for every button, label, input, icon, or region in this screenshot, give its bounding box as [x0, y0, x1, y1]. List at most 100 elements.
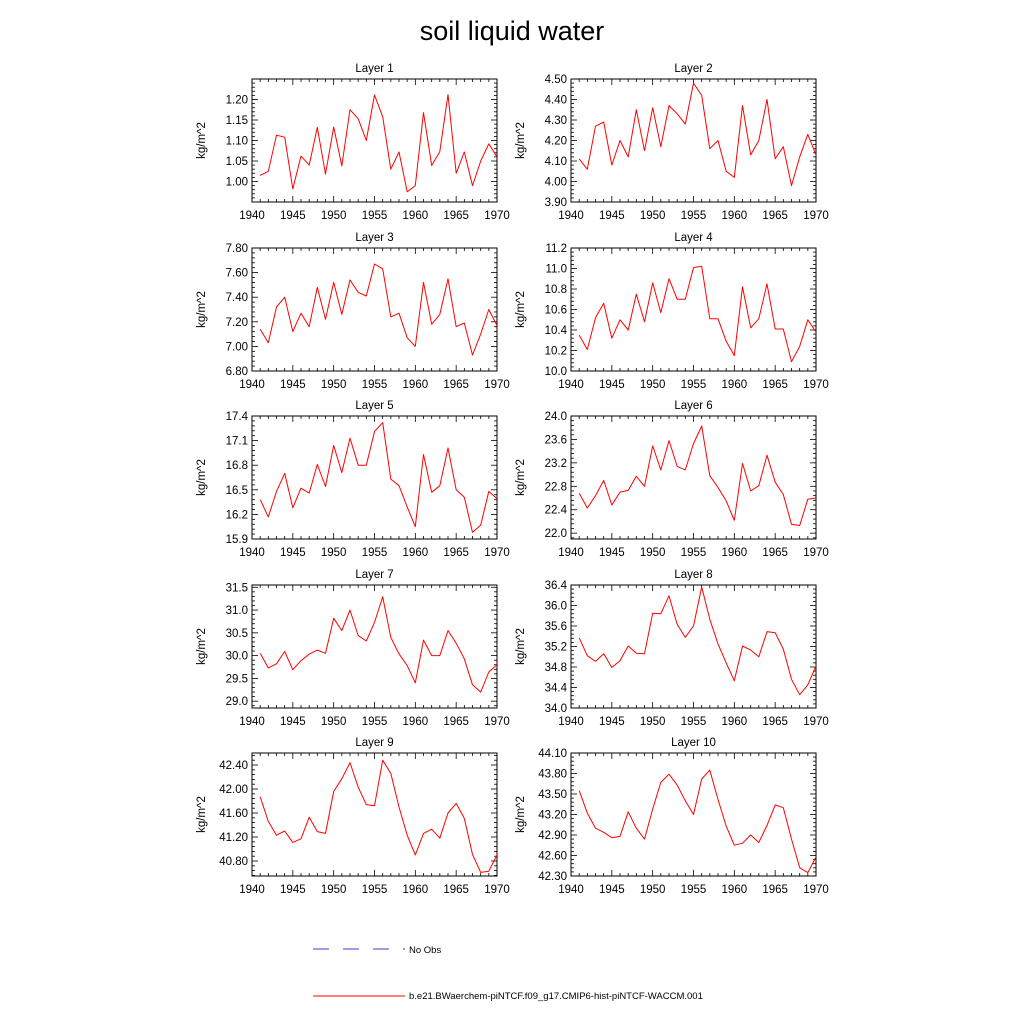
x-tick-label: 1945 — [599, 547, 625, 559]
panel-title: Layer 1 — [355, 63, 393, 75]
x-tick-label: 1970 — [803, 884, 829, 896]
panel-layer-1: Layer 1 kg/m^2 1940 1945 1950 1955 1960 1965 197… — [196, 63, 510, 222]
y-tick-label: 29.5 — [226, 673, 248, 685]
panel-title: Layer 2 — [674, 63, 712, 75]
panel-layer-8: Layer 8 kg/m^2 1940 1945 1950 1955 1960 1965 197… — [515, 569, 829, 728]
y-axis-label: kg/m^2 — [196, 459, 208, 496]
panel-title: Layer 3 — [355, 232, 393, 244]
x-tick-label: 1955 — [362, 884, 388, 896]
y-tick-label: 15.9 — [226, 534, 248, 546]
y-tick-label: 1.15 — [226, 115, 248, 127]
panel-layer-6: Layer 6 kg/m^2 1940 1945 1950 1955 1960 1965 197… — [515, 400, 829, 559]
y-tick-label: 7.00 — [226, 341, 248, 353]
figure-title: soil liquid water — [420, 16, 605, 46]
x-tick-label: 1945 — [280, 716, 306, 728]
panel-layer-5: Layer 5 kg/m^2 1940 1945 1950 1955 1960 1965 197… — [196, 400, 510, 559]
x-tick-label: 1955 — [681, 210, 707, 222]
x-tick-label: 1940 — [239, 547, 265, 559]
x-tick-label: 1965 — [762, 716, 788, 728]
panel-title: Layer 10 — [671, 737, 716, 749]
y-tick-label: 42.60 — [538, 851, 567, 863]
y-tick-label: 16.5 — [226, 485, 248, 497]
x-tick-label: 1940 — [239, 210, 265, 222]
y-axis-label: kg/m^2 — [515, 459, 527, 496]
x-tick-label: 1955 — [362, 379, 388, 391]
series-line — [578, 425, 817, 526]
x-tick-label: 1965 — [443, 547, 469, 559]
x-tick-label: 1950 — [321, 379, 347, 391]
y-tick-label: 4.50 — [545, 74, 567, 86]
y-tick-label: 41.20 — [219, 832, 248, 844]
y-tick-label: 17.1 — [226, 436, 248, 448]
y-tick-label: 22.8 — [545, 481, 567, 493]
y-tick-label: 31.0 — [226, 605, 248, 617]
x-tick-label: 1950 — [321, 210, 347, 222]
x-tick-label: 1970 — [484, 884, 510, 896]
series-line — [259, 94, 498, 193]
y-tick-label: 36.0 — [545, 601, 567, 613]
y-tick-label: 44.10 — [538, 748, 567, 760]
x-tick-label: 1965 — [762, 210, 788, 222]
x-tick-label: 1955 — [681, 379, 707, 391]
plot-frame — [570, 584, 817, 709]
panel-layer-4: Layer 4 kg/m^2 1940 1945 1950 1955 1960 1965 197… — [515, 232, 829, 391]
x-tick-label: 1955 — [681, 884, 707, 896]
plot-frame — [570, 78, 817, 203]
y-tick-label: 4.30 — [545, 115, 567, 127]
y-tick-label: 34.8 — [545, 662, 567, 674]
x-tick-label: 1940 — [239, 884, 265, 896]
x-tick-label: 1970 — [484, 547, 510, 559]
y-tick-label: 16.8 — [226, 460, 248, 472]
x-tick-label: 1960 — [722, 379, 748, 391]
x-tick-label: 1940 — [239, 379, 265, 391]
y-tick-label: 17.4 — [226, 411, 249, 423]
y-tick-label: 42.30 — [538, 871, 567, 883]
x-tick-label: 1965 — [443, 884, 469, 896]
x-tick-label: 1965 — [762, 547, 788, 559]
plot-frame — [251, 584, 498, 709]
plot-frame — [251, 415, 498, 540]
y-axis-label: kg/m^2 — [515, 291, 527, 328]
x-tick-label: 1965 — [443, 379, 469, 391]
panel-title: Layer 8 — [674, 569, 712, 581]
x-tick-label: 1970 — [484, 716, 510, 728]
panel-layer-2: Layer 2 kg/m^2 1940 1945 1950 1955 1960 1965 197… — [515, 63, 829, 222]
x-tick-label: 1940 — [558, 547, 584, 559]
y-axis-label: kg/m^2 — [196, 122, 208, 159]
legend-label-model: b.e21.BWaerchem-piNTCF.f09_g17.CMIP6-his… — [409, 991, 703, 1002]
y-tick-label: 31.5 — [226, 582, 248, 594]
x-tick-label: 1955 — [362, 716, 388, 728]
plot-frame — [251, 247, 498, 372]
x-tick-label: 1940 — [558, 379, 584, 391]
x-tick-label: 1950 — [640, 547, 666, 559]
y-axis-label: kg/m^2 — [196, 291, 208, 328]
panel-title: Layer 6 — [674, 400, 712, 412]
x-tick-label: 1950 — [321, 547, 347, 559]
x-tick-label: 1965 — [762, 379, 788, 391]
x-tick-label: 1960 — [722, 210, 748, 222]
y-tick-label: 4.20 — [545, 136, 567, 148]
x-tick-label: 1940 — [558, 716, 584, 728]
y-tick-label: 42.40 — [219, 760, 248, 772]
y-axis-label: kg/m^2 — [515, 628, 527, 665]
y-tick-label: 35.2 — [545, 642, 567, 654]
x-tick-label: 1950 — [321, 884, 347, 896]
x-tick-label: 1965 — [762, 884, 788, 896]
x-tick-label: 1945 — [280, 210, 306, 222]
series-line — [259, 759, 498, 873]
y-tick-label: 43.80 — [538, 769, 567, 781]
x-tick-label: 1970 — [803, 716, 829, 728]
x-tick-label: 1950 — [640, 884, 666, 896]
x-tick-label: 1970 — [803, 379, 829, 391]
panel-title: Layer 9 — [355, 737, 393, 749]
legend: No Obs b.e21.BWaerchem-piNTCF.f09_g17.CM… — [313, 945, 703, 1002]
y-tick-label: 11.2 — [545, 243, 567, 255]
y-tick-label: 23.2 — [545, 458, 567, 470]
y-tick-label: 4.10 — [545, 156, 567, 168]
y-tick-label: 1.10 — [226, 136, 248, 148]
x-tick-label: 1945 — [599, 210, 625, 222]
x-tick-label: 1970 — [803, 547, 829, 559]
x-tick-label: 1960 — [403, 210, 429, 222]
y-axis-label: kg/m^2 — [515, 122, 527, 159]
